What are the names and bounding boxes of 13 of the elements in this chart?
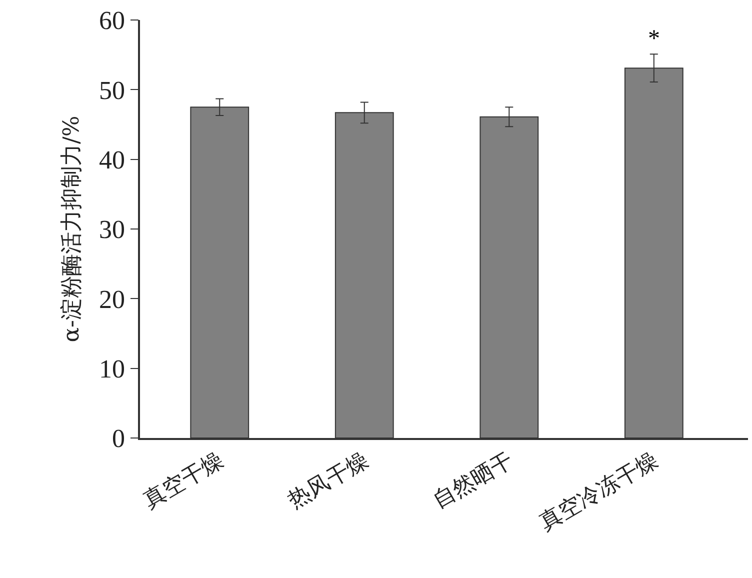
y-tick-label: 40 <box>99 145 126 174</box>
x-tick-label: 真空冷冻干燥 <box>536 448 662 536</box>
x-tick-label: 自然晒干 <box>428 448 518 514</box>
y-tick-label: 0 <box>112 424 126 454</box>
x-tick-label: 真空干燥 <box>139 448 228 514</box>
y-tick-label: 10 <box>99 354 126 384</box>
y-axis-title: α-淀粉酶活力抑制力/% <box>59 116 84 342</box>
y-tick-label: 20 <box>99 284 126 314</box>
y-tick-label: 50 <box>99 76 126 105</box>
x-tick-label: 热风干燥 <box>284 448 373 514</box>
annotation: * <box>648 26 660 52</box>
y-tick-label: 60 <box>99 6 126 36</box>
y-tick-label: 30 <box>99 215 126 244</box>
